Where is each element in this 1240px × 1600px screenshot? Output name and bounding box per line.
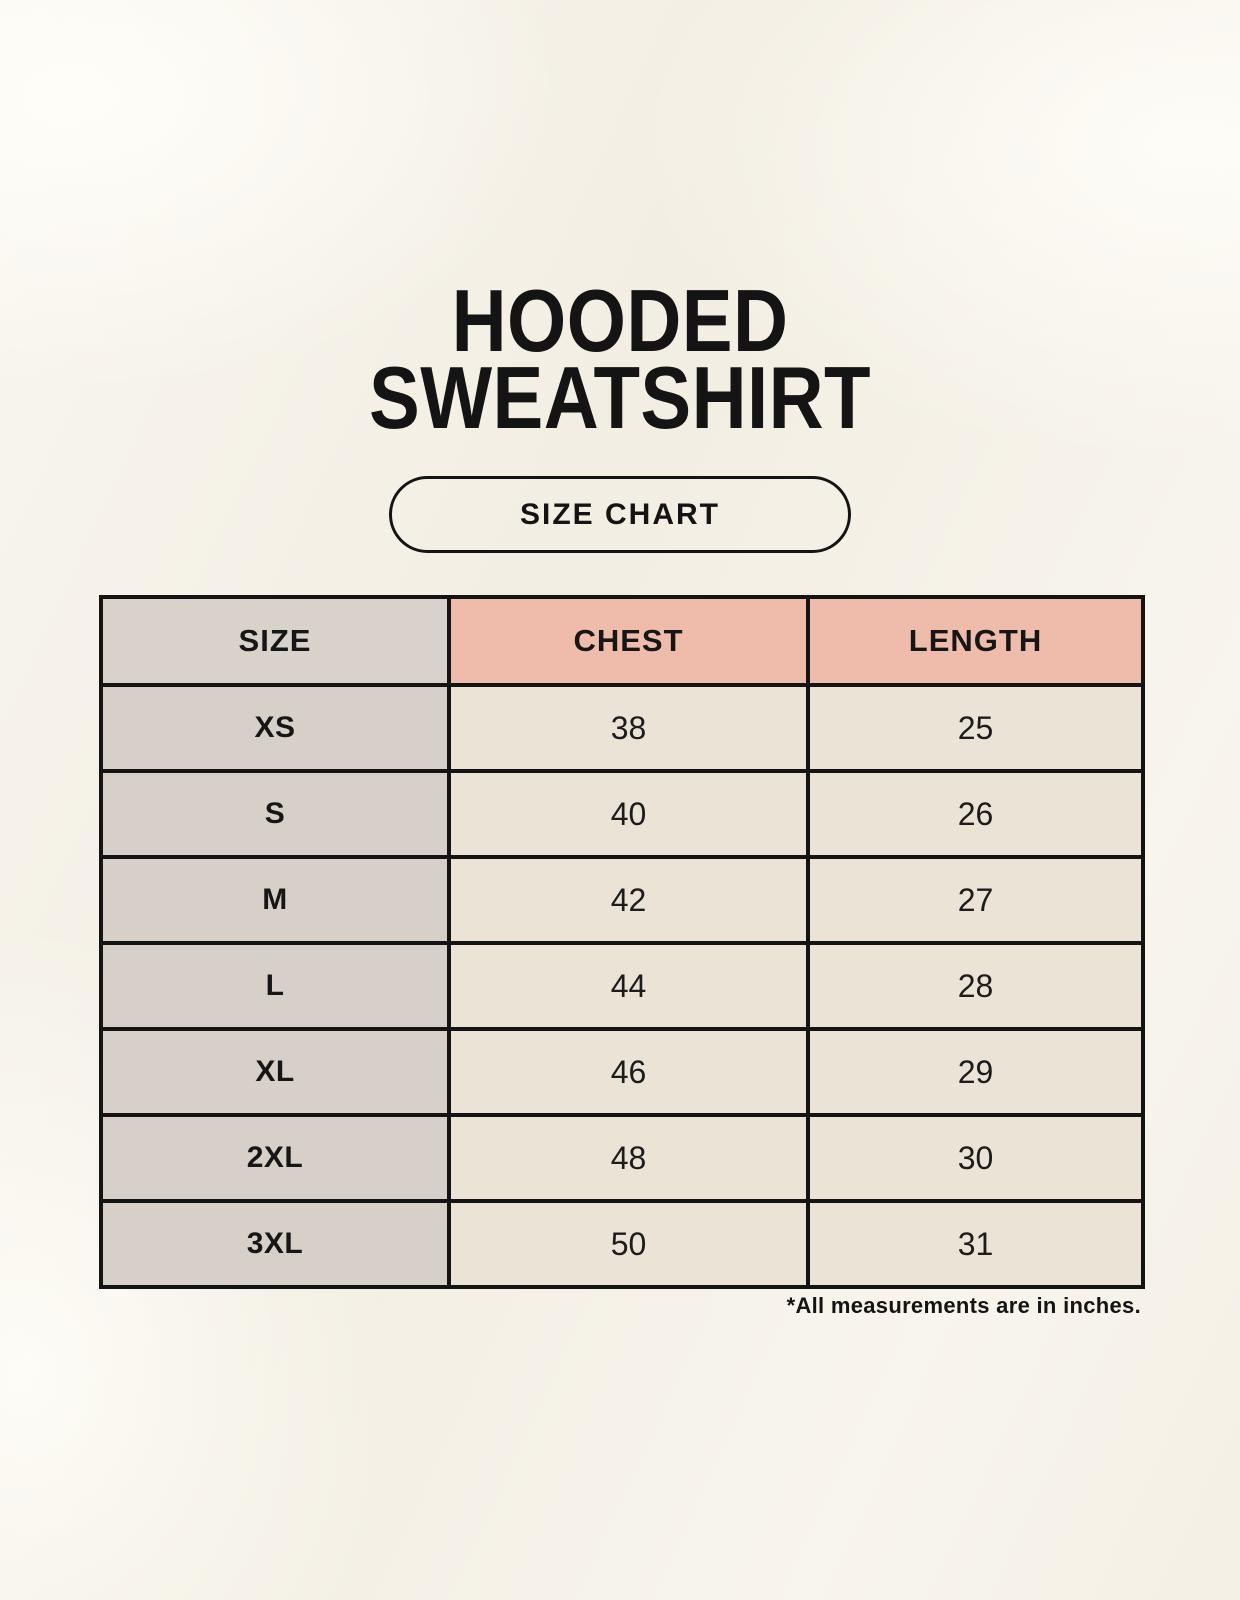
- table-row: 3XL 50 31: [99, 1199, 1145, 1289]
- size-chart-badge[interactable]: SIZE CHART: [389, 476, 851, 553]
- table-row: L 44 28: [99, 941, 1145, 1031]
- length-cell: 31: [806, 1199, 1145, 1289]
- chest-cell: 46: [447, 1027, 810, 1117]
- chest-cell: 42: [447, 855, 810, 945]
- size-cell: M: [99, 855, 451, 945]
- size-chart-table: SIZE CHEST LENGTH XS 38 25 S 40 26 M 42 …: [99, 595, 1145, 1289]
- size-cell: L: [99, 941, 451, 1031]
- table-row: 2XL 48 30: [99, 1113, 1145, 1203]
- table-header-row: SIZE CHEST LENGTH: [99, 595, 1145, 687]
- length-cell: 25: [806, 683, 1145, 773]
- length-cell: 29: [806, 1027, 1145, 1117]
- column-header-chest: CHEST: [447, 595, 810, 687]
- chest-cell: 38: [447, 683, 810, 773]
- length-cell: 28: [806, 941, 1145, 1031]
- length-cell: 26: [806, 769, 1145, 859]
- measurements-footnote: *All measurements are in inches.: [786, 1293, 1141, 1318]
- table-row: XS 38 25: [99, 683, 1145, 773]
- table-row: XL 46 29: [99, 1027, 1145, 1117]
- size-cell: XL: [99, 1027, 451, 1117]
- column-header-length: LENGTH: [806, 595, 1145, 687]
- size-cell: XS: [99, 683, 451, 773]
- size-chart-badge-label: SIZE CHART: [520, 497, 720, 531]
- chest-cell: 48: [447, 1113, 810, 1203]
- size-cell: 3XL: [99, 1199, 451, 1289]
- size-cell: 2XL: [99, 1113, 451, 1203]
- table-row: S 40 26: [99, 769, 1145, 859]
- length-cell: 30: [806, 1113, 1145, 1203]
- column-header-size: SIZE: [99, 595, 451, 687]
- chest-cell: 40: [447, 769, 810, 859]
- page-title-line-2: SWEATSHIRT: [369, 348, 871, 448]
- page-title-line-1: HOODED: [451, 271, 789, 370]
- size-cell: S: [99, 769, 451, 859]
- chest-cell: 44: [447, 941, 810, 1031]
- page-title: HOODED SWEATSHIRT: [84, 277, 1157, 442]
- length-cell: 27: [806, 855, 1145, 945]
- chest-cell: 50: [447, 1199, 810, 1289]
- table-row: M 42 27: [99, 855, 1145, 945]
